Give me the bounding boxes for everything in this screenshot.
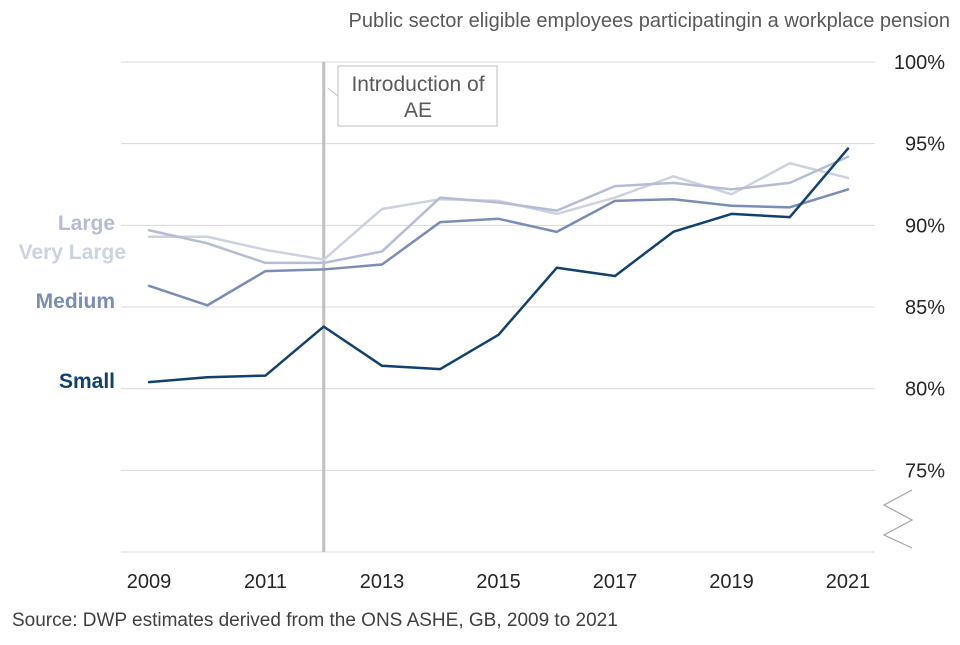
ae-callout-leader bbox=[328, 88, 338, 96]
x-tick-label: 2011 bbox=[244, 571, 287, 593]
series-lines bbox=[149, 148, 848, 382]
x-axis-ticks: 2009 2011 2013 2015 2017 2019 2021 bbox=[127, 571, 871, 593]
y-axis-ticks: 100% 95% 90% 85% 80% 75% bbox=[894, 52, 945, 482]
chart-title: Public sector eligible employees partici… bbox=[349, 10, 950, 32]
series-label-large: Large bbox=[58, 212, 115, 235]
axis-break-zigzag bbox=[884, 490, 912, 548]
y-tick-label: 100% bbox=[894, 52, 945, 74]
x-tick-label: 2021 bbox=[826, 571, 871, 593]
gridlines bbox=[121, 62, 875, 552]
ae-callout-text: Introduction of bbox=[351, 73, 484, 96]
ae-callout-text: AE bbox=[404, 99, 432, 122]
x-tick-label: 2015 bbox=[476, 571, 521, 593]
series-very-large-line bbox=[149, 163, 848, 259]
y-tick-label: 85% bbox=[905, 297, 945, 319]
y-tick-label: 95% bbox=[905, 134, 945, 156]
y-tick-label: 80% bbox=[905, 379, 945, 401]
x-tick-label: 2013 bbox=[360, 571, 405, 593]
x-tick-label: 2017 bbox=[593, 571, 638, 593]
series-label-medium: Medium bbox=[36, 290, 115, 313]
y-tick-label: 75% bbox=[905, 460, 945, 482]
y-tick-label: 90% bbox=[905, 215, 945, 237]
source-note: Source: DWP estimates derived from the O… bbox=[12, 610, 618, 631]
axis-break-icon bbox=[884, 490, 912, 548]
x-tick-label: 2019 bbox=[709, 571, 754, 593]
series-small-line bbox=[149, 149, 848, 383]
x-tick-label: 2009 bbox=[127, 571, 172, 593]
series-label-small: Small bbox=[59, 370, 115, 393]
series-label-very-large: Very Large bbox=[19, 241, 126, 264]
